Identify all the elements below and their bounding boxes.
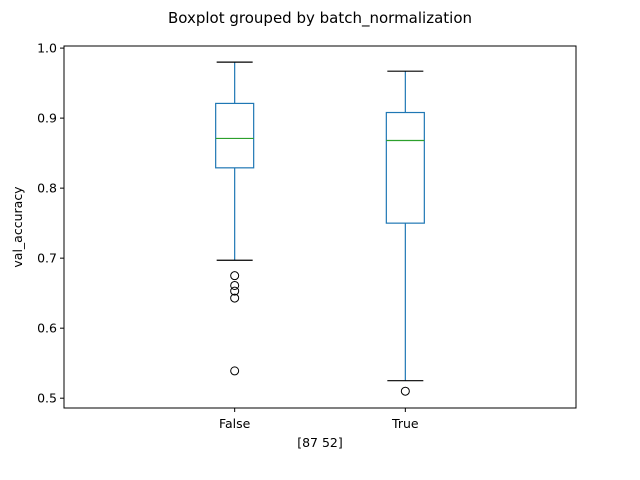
outlier-point	[230, 293, 240, 303]
outlier-point	[230, 366, 240, 376]
outlier-point	[230, 280, 240, 290]
outlier-point	[400, 386, 410, 396]
y-tick-label: 0.5	[37, 391, 57, 406]
y-tick-label: 0.8	[37, 181, 57, 196]
box-iqr	[385, 111, 425, 224]
y-axis-label: val_accuracy	[10, 186, 25, 268]
y-tick-label: 0.7	[37, 251, 57, 266]
y-tick-label: 1.0	[37, 41, 57, 56]
x-tick-label: False	[219, 416, 251, 431]
box-iqr	[215, 102, 255, 169]
outlier-point	[230, 271, 240, 281]
x-axis-label: [87 52]	[297, 435, 343, 450]
y-tick-label: 0.9	[37, 111, 57, 126]
chart-title: Boxplot grouped by batch_normalization	[168, 9, 472, 28]
x-tick-label: True	[391, 416, 419, 431]
y-tick-label: 0.6	[37, 321, 57, 336]
plot-area-frame	[63, 45, 577, 409]
outlier-point	[230, 286, 240, 296]
